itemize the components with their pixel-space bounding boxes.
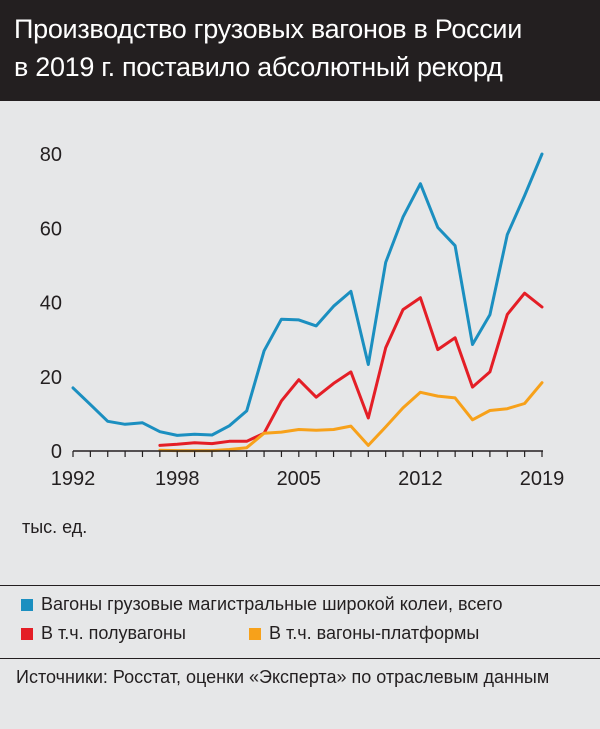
x-axis xyxy=(72,450,543,457)
series-line-0 xyxy=(71,152,544,437)
title-line-2: в 2019 г. поставило абсолютный рекорд xyxy=(14,52,503,82)
y-tick-label-40: 40 xyxy=(40,293,62,315)
series-line-1 xyxy=(158,291,544,447)
chart-title: Производство грузовых вагонов в России в… xyxy=(14,10,589,86)
x-axis-labels: 1992 1998 2005 2012 2019 xyxy=(51,468,565,490)
legend-label-platform: В т.ч. вагоны-платформы xyxy=(269,623,480,643)
y-tick-label-80: 80 xyxy=(40,144,62,166)
header-banner: Производство грузовых вагонов в России в… xyxy=(0,0,600,101)
x-tick-label-2019: 2019 xyxy=(520,468,565,490)
x-tick-label-1998: 1998 xyxy=(155,468,200,490)
series-lines xyxy=(71,152,544,453)
unit-label: тыс. ед. xyxy=(22,517,88,537)
source-text: Источники: Росстат, оценки «Эксперта» по… xyxy=(16,667,550,687)
legend-label-total: Вагоны грузовые магистральные широкой ко… xyxy=(41,594,503,614)
title-line-1: Производство грузовых вагонов в России xyxy=(14,14,522,44)
y-tick-label-0: 0 xyxy=(51,441,62,463)
legend-swatch-gondola xyxy=(21,628,33,640)
series-line-2 xyxy=(158,381,544,453)
y-tick-label-60: 60 xyxy=(40,218,62,240)
y-tick-label-20: 20 xyxy=(40,367,62,389)
x-tick-label-2012: 2012 xyxy=(398,468,443,490)
legend: Вагоны грузовые магистральные широкой ко… xyxy=(0,585,600,656)
x-tick-label-2005: 2005 xyxy=(277,468,322,490)
legend-swatch-total xyxy=(21,599,33,611)
legend-label-gondola: В т.ч. полувагоны xyxy=(41,623,186,643)
y-axis-labels: 0 20 40 60 80 xyxy=(40,144,62,463)
legend-swatch-platform xyxy=(249,628,261,640)
line-chart: 0 20 40 60 80 1992 1998 2005 2012 2019 xyxy=(40,144,565,490)
source-note: Источники: Росстат, оценки «Эксперта» по… xyxy=(0,658,600,729)
x-tick-label-1992: 1992 xyxy=(51,468,96,490)
